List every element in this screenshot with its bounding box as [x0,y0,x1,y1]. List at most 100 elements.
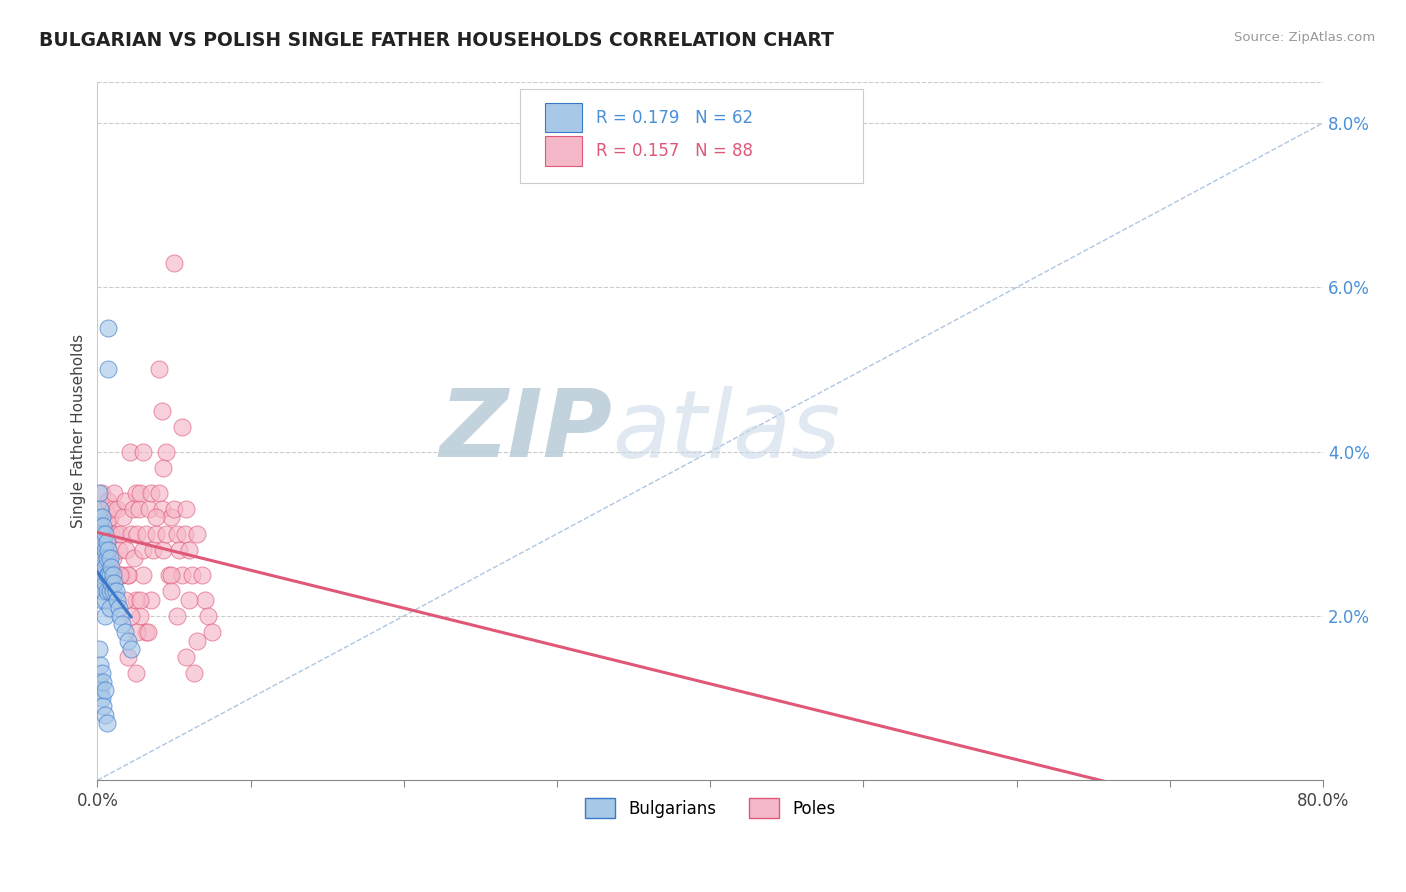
Bulgarians [89,658,111,673]
Bulgarians [107,600,129,615]
Poles [94,502,117,516]
Poles [145,510,167,524]
Bulgarians [89,518,111,533]
Bulgarians [91,576,114,591]
Poles [100,526,122,541]
Poles [117,567,139,582]
Poles [181,567,204,582]
Bulgarians [91,592,114,607]
Poles [117,650,139,665]
Poles [141,543,163,558]
Poles [127,526,149,541]
Poles [138,502,160,516]
Bulgarians [105,592,128,607]
Bulgarians [94,576,117,591]
Bulgarians [96,567,118,582]
Poles [122,551,145,566]
Bulgarians [93,551,115,566]
Poles [135,625,157,640]
Text: R = 0.157   N = 88: R = 0.157 N = 88 [596,142,754,160]
Poles [186,633,208,648]
Poles [173,526,195,541]
Bulgarians [110,609,132,624]
Poles [112,510,135,524]
Poles [183,666,205,681]
Poles [166,526,188,541]
Poles [155,444,177,458]
Poles [107,543,129,558]
Poles [148,362,170,376]
Poles [110,567,132,582]
Bulgarians [114,625,136,640]
Poles [132,567,155,582]
Text: BULGARIAN VS POLISH SINGLE FATHER HOUSEHOLDS CORRELATION CHART: BULGARIAN VS POLISH SINGLE FATHER HOUSEH… [39,31,834,50]
Poles [167,543,190,558]
Bulgarians [97,543,120,558]
Bulgarians [94,526,117,541]
Poles [115,543,138,558]
Poles [145,526,167,541]
Poles [104,567,127,582]
Poles [166,609,188,624]
Poles [128,502,150,516]
Poles [179,592,201,607]
Poles [110,526,132,541]
Bulgarians [104,584,127,599]
Bulgarians [101,584,124,599]
Bulgarians [98,551,121,566]
Poles [120,526,142,541]
Bulgarians [96,551,118,566]
Bulgarians [91,666,114,681]
Text: R = 0.179   N = 62: R = 0.179 N = 62 [596,109,754,127]
Text: Source: ZipAtlas.com: Source: ZipAtlas.com [1234,31,1375,45]
Poles [186,526,208,541]
Bulgarians [89,502,111,516]
Poles [117,567,139,582]
Poles [124,485,146,500]
Poles [101,502,124,516]
Legend: Bulgarians, Poles: Bulgarians, Poles [578,792,842,824]
Bulgarians [91,510,114,524]
Bulgarians [87,641,110,656]
Bulgarians [89,535,111,549]
Poles [201,625,224,640]
Poles [96,559,118,574]
Poles [129,485,152,500]
Poles [124,666,146,681]
Poles [160,584,183,599]
Poles [111,567,134,582]
Poles [114,592,136,607]
Bulgarians [98,600,121,615]
Poles [160,567,183,582]
Bulgarians [87,543,110,558]
FancyBboxPatch shape [520,89,863,183]
Poles [105,502,128,516]
Poles [194,592,217,607]
Bulgarians [89,551,111,566]
Poles [87,543,110,558]
Bulgarians [93,535,115,549]
Poles [160,510,183,524]
Bulgarians [87,526,110,541]
Bulgarians [94,592,117,607]
Bulgarians [98,584,121,599]
Poles [163,255,186,269]
Poles [152,543,174,558]
Poles [163,502,186,516]
Poles [170,420,193,434]
Bulgarians [89,567,111,582]
Poles [148,485,170,500]
Bulgarians [94,543,117,558]
Bulgarians [117,633,139,648]
Bulgarians [93,699,115,714]
Poles [129,609,152,624]
Bulgarians [94,609,117,624]
Poles [139,485,162,500]
Poles [124,592,146,607]
Bulgarians [111,617,134,632]
Bulgarians [97,362,120,376]
Bulgarians [103,576,125,591]
Poles [89,510,111,524]
Poles [132,543,155,558]
Bulgarians [93,567,115,582]
